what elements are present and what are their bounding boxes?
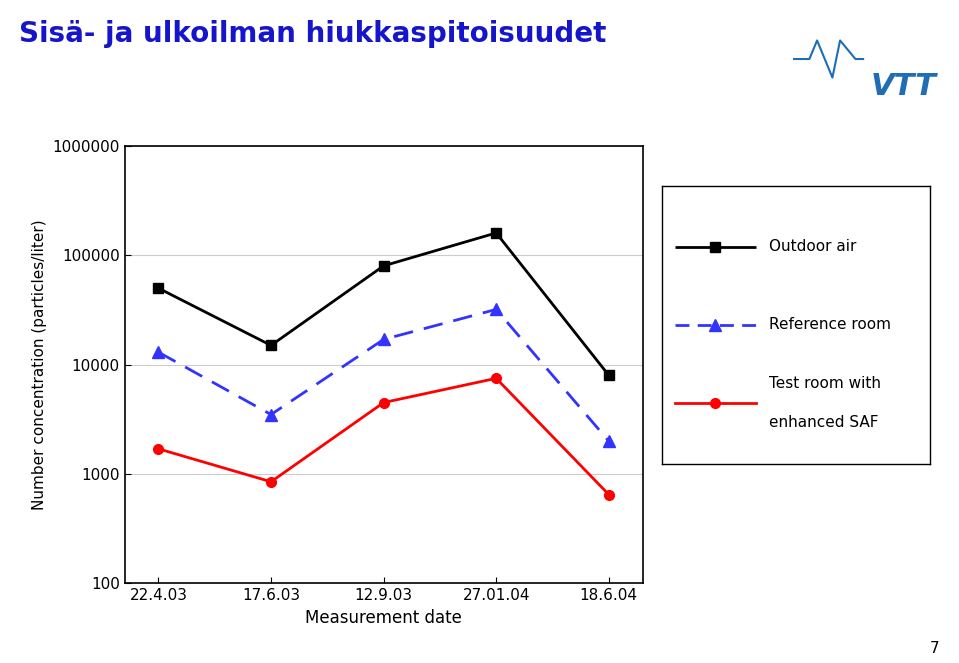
Y-axis label: Number concentration (particles/liter): Number concentration (particles/liter): [32, 219, 47, 510]
Outdoor air: [490, 229, 502, 237]
Reference room: [266, 410, 277, 418]
Text: enhanced SAF: enhanced SAF: [769, 415, 878, 430]
Line: Outdoor air: Outdoor air: [153, 228, 614, 380]
Test room with
enhanced SAF: [378, 398, 389, 406]
Outdoor air: [603, 371, 615, 379]
Test room with
enhanced SAF: [266, 478, 277, 486]
Text: Sisä- ja ulkoilman hiukkaspitoisuudet: Sisä- ja ulkoilman hiukkaspitoisuudet: [19, 20, 606, 48]
Text: Outdoor air: Outdoor air: [769, 239, 856, 255]
Text: Test room with: Test room with: [769, 376, 881, 391]
Reference room: [490, 306, 502, 314]
Line: Reference room: Reference room: [152, 304, 615, 447]
Text: Reference room: Reference room: [769, 318, 891, 332]
Reference room: [378, 335, 389, 343]
Test room with
enhanced SAF: [603, 491, 615, 499]
Text: 7: 7: [930, 641, 940, 656]
X-axis label: Measurement date: Measurement date: [305, 609, 462, 627]
Outdoor air: [266, 341, 277, 349]
Line: Test room with
enhanced SAF: Test room with enhanced SAF: [153, 373, 614, 499]
Text: VTT: VTT: [871, 72, 937, 101]
Outdoor air: [378, 262, 389, 270]
Reference room: [603, 437, 615, 445]
Reference room: [152, 348, 164, 356]
Test room with
enhanced SAF: [152, 445, 164, 453]
Outdoor air: [152, 284, 164, 292]
Test room with
enhanced SAF: [490, 375, 502, 383]
